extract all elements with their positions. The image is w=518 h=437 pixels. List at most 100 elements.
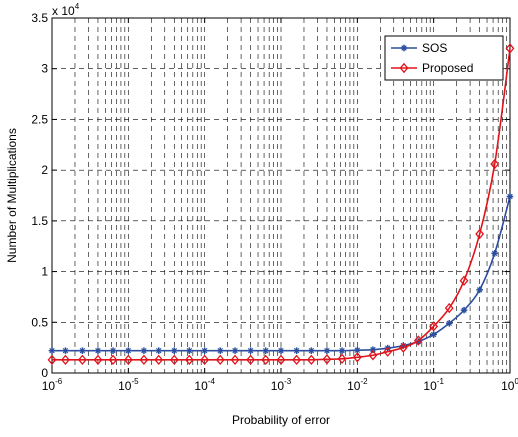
- x-tick-exponent: 0: [514, 377, 518, 386]
- data-point-proposed: [368, 350, 378, 361]
- star-stroke: [217, 347, 223, 354]
- y-tick-label: 2.5: [31, 112, 48, 126]
- star-stroke: [201, 347, 208, 354]
- legend-entry-sos: SOS: [391, 41, 447, 55]
- star-stroke: [79, 347, 86, 354]
- data-point-proposed: [139, 354, 149, 366]
- data-point-sos: [79, 347, 86, 354]
- x-tick-base: 10: [501, 379, 515, 393]
- y-tick-label: 1: [41, 265, 48, 279]
- data-point-proposed: [413, 335, 423, 346]
- y-tick-label: 3.5: [31, 11, 48, 25]
- star-stroke: [155, 347, 162, 354]
- data-point-proposed: [61, 354, 70, 366]
- star-stroke: [308, 347, 315, 354]
- x-tick-exponent: -1: [437, 377, 445, 386]
- legend-entry-proposed: Proposed: [391, 61, 473, 75]
- y-exponent-base: x 10: [52, 4, 75, 18]
- data-point-proposed: [490, 158, 500, 170]
- data-point-proposed: [398, 342, 408, 353]
- x-tick-exponent: -2: [360, 377, 368, 386]
- data-point-sos: [293, 347, 300, 354]
- data-point-proposed: [337, 353, 347, 365]
- legend-marker: [399, 62, 409, 74]
- data-point-proposed: [184, 354, 194, 366]
- star-stroke: [446, 320, 452, 327]
- star-stroke: [324, 347, 330, 354]
- series-proposed: [47, 43, 515, 366]
- data-point-sos: [445, 320, 453, 327]
- star-stroke: [476, 287, 483, 293]
- x-tick-base: 10: [118, 379, 132, 393]
- data-point-proposed: [154, 354, 164, 366]
- x-tick-base: 10: [423, 379, 437, 393]
- data-point-sos: [140, 347, 148, 354]
- star-stroke: [400, 342, 407, 349]
- data-point-proposed: [475, 228, 485, 240]
- data-point-proposed: [108, 354, 118, 366]
- data-point-proposed: [276, 354, 286, 366]
- data-point-sos: [338, 347, 346, 354]
- x-tick-exponent: -6: [55, 377, 63, 386]
- star-stroke: [491, 250, 498, 257]
- data-point-proposed: [93, 354, 103, 366]
- data-point-sos: [460, 306, 468, 314]
- data-point-sos: [308, 347, 315, 354]
- data-point-proposed: [352, 352, 362, 363]
- data-point-proposed: [123, 354, 133, 366]
- legend-label: Proposed: [422, 61, 473, 75]
- data-point-proposed: [261, 354, 271, 366]
- data-point-proposed: [383, 346, 393, 357]
- x-tick-exponent: -4: [208, 377, 216, 386]
- star-stroke: [171, 347, 178, 354]
- y-tick-label: 3: [41, 62, 48, 76]
- data-point-sos: [231, 347, 239, 354]
- x-tick-exponent: -5: [131, 377, 139, 386]
- data-point-proposed: [429, 321, 439, 332]
- y-tick-label: 1.5: [31, 214, 48, 228]
- y-tick-label: 2: [41, 163, 48, 177]
- data-point-proposed: [215, 354, 225, 366]
- data-point-sos: [201, 347, 208, 354]
- data-point-proposed: [200, 354, 210, 366]
- data-point-sos: [216, 347, 224, 354]
- star-stroke: [110, 347, 116, 354]
- data-point-proposed: [306, 354, 316, 366]
- star-stroke: [461, 307, 467, 313]
- data-point-proposed: [292, 354, 302, 366]
- star-stroke: [430, 331, 437, 338]
- data-point-sos: [62, 347, 69, 354]
- data-point-sos: [430, 331, 437, 338]
- star-stroke: [293, 347, 300, 354]
- x-tick-label: 100: [501, 377, 518, 393]
- data-point-sos: [247, 347, 254, 354]
- x-tick-label: 10-6: [42, 377, 63, 393]
- data-point-sos: [323, 347, 331, 354]
- x-tick-label: 10-2: [347, 377, 368, 393]
- data-point-proposed: [322, 354, 332, 365]
- series-sos: [48, 193, 514, 354]
- series-layer: [47, 43, 515, 366]
- data-point-proposed: [169, 354, 179, 366]
- data-point-sos: [125, 347, 132, 354]
- data-point-sos: [491, 250, 498, 257]
- series-line-proposed: [52, 48, 511, 361]
- data-point-sos: [170, 347, 178, 354]
- x-tick-base: 10: [42, 379, 56, 393]
- x-axis-label: Probability of error: [232, 413, 330, 427]
- data-point-proposed: [77, 354, 87, 366]
- data-point-sos: [48, 347, 56, 354]
- data-point-proposed: [230, 354, 240, 366]
- data-point-proposed: [246, 354, 256, 366]
- star-stroke: [262, 347, 269, 354]
- data-point-proposed: [459, 275, 469, 286]
- data-point-proposed: [444, 302, 454, 314]
- data-point-proposed: [47, 354, 57, 366]
- y-exponent-power: 4: [75, 2, 80, 11]
- data-point-sos: [277, 347, 285, 354]
- star-stroke: [62, 347, 69, 354]
- data-point-sos: [186, 347, 193, 354]
- data-point-sos: [155, 347, 163, 354]
